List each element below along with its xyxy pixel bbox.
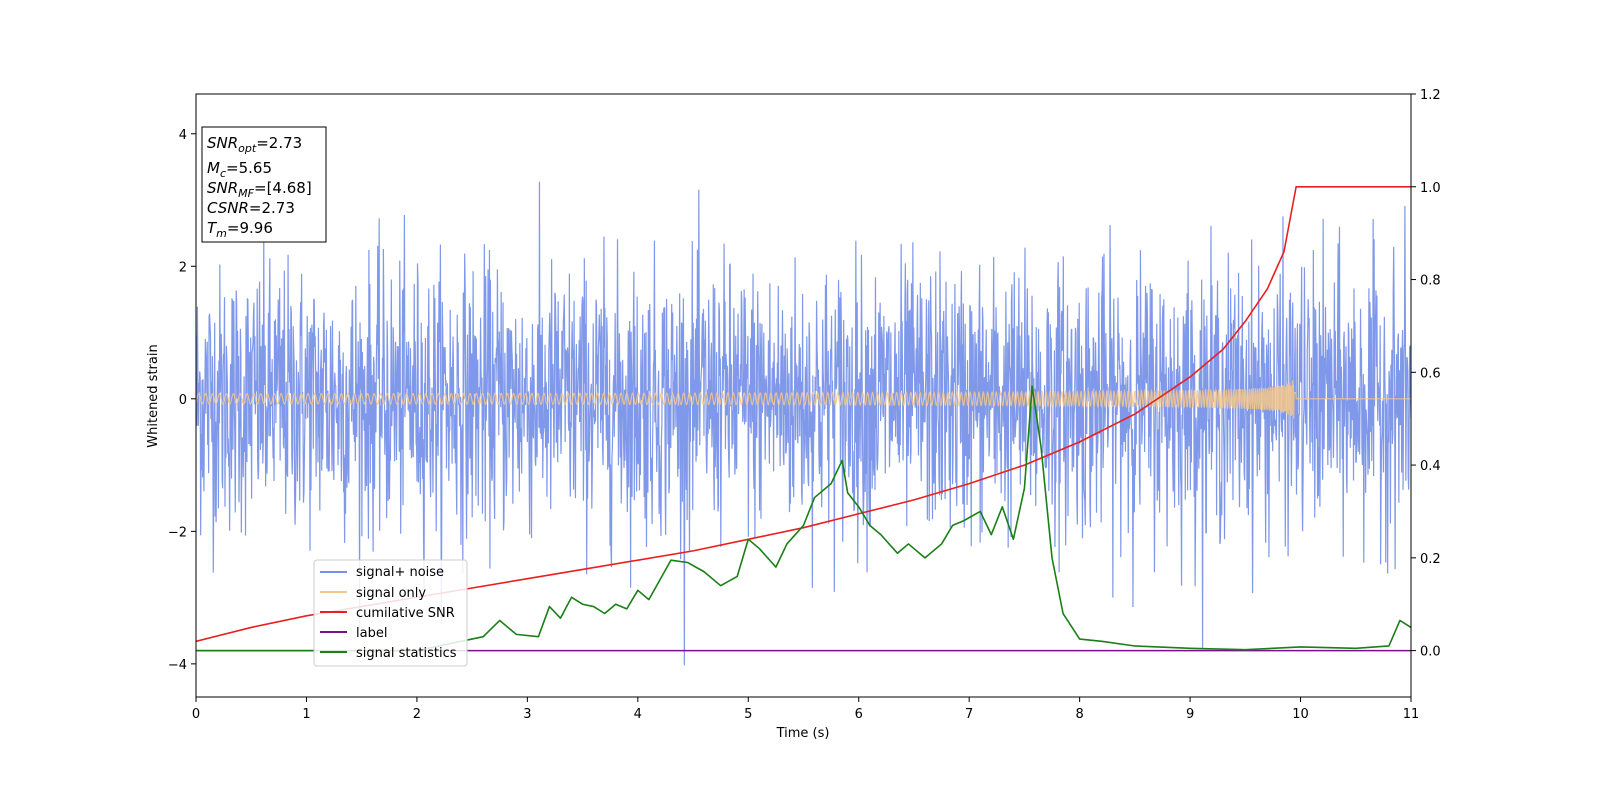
y2-tick-label: 0.2: [1420, 552, 1441, 567]
info-box: SNRopt=2.73 Mc=5.65 SNRMF=[4.68] CSNR=2.…: [201, 126, 327, 243]
y-tick-label: −4: [168, 658, 187, 673]
legend-label-label: label: [356, 626, 387, 641]
x-tick-label: 4: [634, 707, 642, 722]
series-signal-only-line: [196, 380, 1411, 419]
x-tick-label: 6: [855, 707, 863, 722]
y2-tick-label: 0.4: [1420, 459, 1441, 474]
info-snr-opt: SNRopt=2.73: [207, 134, 302, 155]
plot-frame: [195, 93, 1412, 698]
x-tick-label: 11: [1403, 707, 1420, 722]
series-signal-noise-line: [196, 181, 1411, 666]
info-csnr: CSNR=2.73: [207, 199, 295, 217]
legend-label-signal-noise: signal+ noise: [356, 565, 444, 580]
y2-tick-label: 0.0: [1420, 645, 1441, 660]
x-tick-label: 5: [744, 707, 752, 722]
x-tick-label: 7: [965, 707, 973, 722]
x-tick-label: 8: [1075, 707, 1083, 722]
x-axis: 0 1 2 3 4 5 6 7 8 9 10 11: [192, 697, 1419, 722]
legend: signal+ noise signal only cumilative SNR…: [313, 559, 468, 667]
info-box-frame: [201, 126, 327, 243]
x-tick-label: 1: [302, 707, 310, 722]
legend-label-cumulative-snr: cumilative SNR: [356, 606, 455, 621]
legend-label-signal-only: signal only: [356, 586, 426, 601]
info-snr-mf: SNRMF=[4.68]: [207, 179, 312, 200]
y-tick-label: 2: [179, 260, 187, 275]
y-axis-left: −4 −2 0 2 4: [168, 128, 196, 673]
x-tick-label: 10: [1292, 707, 1309, 722]
info-mc: Mc=5.65: [207, 159, 272, 180]
x-tick-label: 2: [413, 707, 421, 722]
y-axis-right: 0.0 0.2 0.4 0.6 0.8 1.0 1.2: [1411, 88, 1441, 660]
y2-tick-label: 0.6: [1420, 366, 1441, 381]
x-tick-label: 3: [523, 707, 531, 722]
y2-tick-label: 1.0: [1420, 181, 1441, 196]
y-tick-label: −2: [168, 525, 187, 540]
x-tick-label: 0: [192, 707, 200, 722]
y-tick-label: 4: [179, 128, 187, 143]
y2-tick-label: 0.8: [1420, 274, 1441, 289]
legend-label-signal-statistics: signal statistics: [356, 646, 457, 661]
info-tm: Tm=9.96: [207, 219, 273, 240]
x-tick-label: 9: [1186, 707, 1194, 722]
y-axis-label: Whitened strain: [146, 344, 161, 447]
series-signal-statistics-line: [196, 385, 1411, 652]
y2-tick-label: 1.2: [1420, 88, 1441, 103]
legend-frame: [313, 559, 468, 667]
y-tick-label: 0: [179, 393, 187, 408]
x-axis-label: Time (s): [776, 726, 830, 741]
